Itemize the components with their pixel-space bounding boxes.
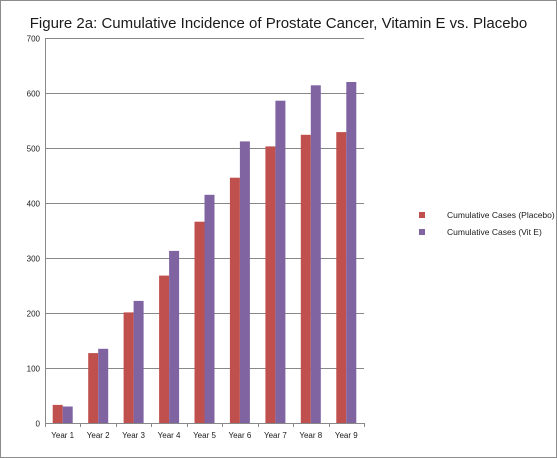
bar-vit-e bbox=[204, 194, 215, 424]
bar-placebo bbox=[88, 353, 99, 423]
y-tick-label: 400 bbox=[27, 200, 41, 209]
x-tick-label: Year 4 bbox=[158, 431, 181, 440]
bar-placebo bbox=[52, 404, 63, 423]
y-tick-label: 500 bbox=[27, 145, 41, 154]
legend-swatch bbox=[419, 229, 425, 235]
bar-placebo bbox=[229, 177, 240, 423]
bar-placebo bbox=[194, 221, 205, 423]
x-tick-label: Year 8 bbox=[299, 431, 322, 440]
y-tick-label: 700 bbox=[27, 35, 41, 44]
bar-placebo bbox=[336, 132, 347, 423]
bar-vit-e bbox=[169, 250, 180, 423]
y-tick-label: 300 bbox=[27, 255, 41, 264]
bar-placebo bbox=[123, 312, 134, 423]
bar-vit-e bbox=[275, 100, 286, 423]
x-tick-label: Year 2 bbox=[87, 431, 110, 440]
tick-labels: 0 100 200 300 400 500 600 700 Year 1 Year 2 Year 3… bbox=[27, 35, 359, 441]
bar-vit-e bbox=[239, 141, 250, 423]
chart-title: Figure 2a: Cumulative Incidence of Prost… bbox=[29, 15, 528, 32]
legend-swatch bbox=[419, 212, 425, 218]
y-tick-label: 0 bbox=[36, 420, 41, 429]
y-tick-label: 600 bbox=[27, 90, 41, 99]
y-tick-label: 100 bbox=[27, 365, 41, 374]
x-tick-label: Year 3 bbox=[122, 431, 145, 440]
x-tick-label: Year 7 bbox=[264, 431, 287, 440]
bar-vit-e bbox=[62, 406, 73, 423]
axes bbox=[45, 38, 365, 427]
legend: Cumulative Cases (Placebo) Cumulative Cas… bbox=[419, 210, 555, 237]
x-tick-label: Year 6 bbox=[228, 431, 251, 440]
x-tick-label: Year 5 bbox=[193, 431, 216, 440]
x-tick-label: Year 1 bbox=[51, 431, 74, 440]
legend-label: Cumulative Cases (Vit E) bbox=[447, 227, 542, 237]
bar-placebo bbox=[300, 134, 311, 424]
bars bbox=[52, 82, 357, 424]
bar-vit-e bbox=[310, 85, 321, 424]
bar-vit-e bbox=[346, 82, 357, 423]
bar-vit-e bbox=[133, 300, 144, 423]
bar-placebo bbox=[265, 146, 276, 423]
bar-placebo bbox=[159, 275, 170, 423]
legend-label: Cumulative Cases (Placebo) bbox=[447, 210, 555, 220]
x-tick-label: Year 9 bbox=[335, 431, 358, 440]
y-tick-label: 200 bbox=[27, 310, 41, 319]
bar-vit-e bbox=[98, 348, 109, 424]
